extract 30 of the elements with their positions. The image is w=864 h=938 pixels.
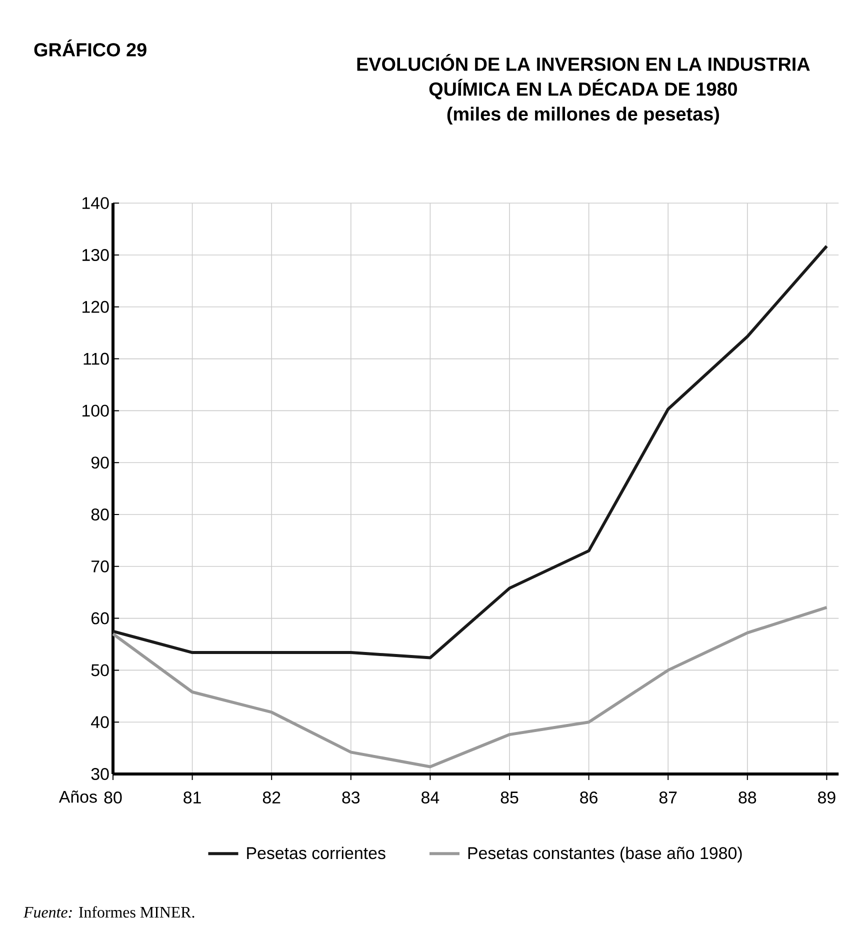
x-tick-label: 86 [580, 792, 598, 804]
y-tick-label: 130 [82, 248, 109, 261]
y-tick-label: 30 [91, 768, 109, 780]
legend-label: Pesetas constantes (base año 1980) [468, 846, 742, 862]
text: GRÁFICO 29 [34, 40, 146, 56]
y-tick-label: 120 [82, 300, 109, 313]
y-tick-label: 140 [82, 197, 109, 210]
text: Fuente: Informes MINER. [23, 906, 194, 918]
x-tick-label: 89 [818, 792, 836, 804]
x-tick-label: 80 [104, 792, 122, 804]
y-tick-label: 110 [84, 352, 109, 365]
x-tick-label: 82 [262, 792, 280, 804]
legend-label: Pesetas corrientes [247, 846, 386, 860]
line-series [112, 606, 828, 768]
chart-title: EVOLUCIÓN DE LA INVERSION EN LA INDUSTRIA QUÍMICA EN LA DÉCADA DE 1980 [357, 54, 810, 100]
y-tick-label: 50 [91, 664, 109, 676]
y-tick-label: 100 [82, 404, 109, 417]
y-tick-label: 70 [92, 560, 109, 572]
x-axis-title: Años [58, 790, 97, 803]
y-tick-label: 40 [91, 716, 109, 728]
y-tick-label: 80 [91, 508, 109, 520]
chart-subtitle: (miles de millones de pesetas) [447, 106, 719, 124]
x-tick-label: 83 [342, 792, 360, 804]
x-tick-label: 88 [738, 792, 756, 804]
x-tick-label: 84 [422, 792, 440, 804]
x-tick-label: 87 [659, 792, 677, 804]
y-tick-label: 90 [91, 456, 109, 469]
x-tick-label: 81 [184, 792, 201, 804]
y-tick-label: 60 [92, 612, 109, 624]
x-tick-label: 85 [500, 792, 518, 804]
